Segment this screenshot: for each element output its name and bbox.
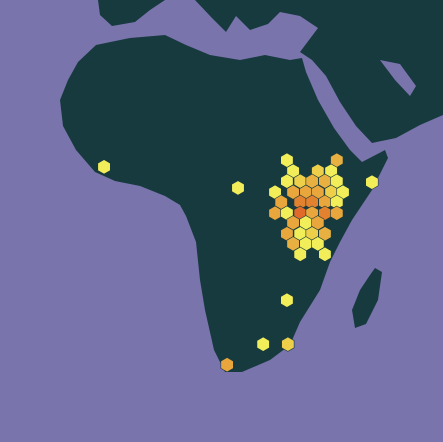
hexbin — [220, 357, 234, 373]
hexbin — [286, 236, 300, 252]
hexbin — [293, 246, 307, 262]
hexbin — [256, 336, 270, 352]
africa — [60, 35, 388, 372]
hexbin — [286, 184, 300, 200]
hexbin — [281, 336, 295, 352]
hexbin — [311, 236, 325, 252]
hexbin — [280, 292, 294, 308]
persian-gulf — [380, 60, 416, 96]
hexbin — [365, 174, 379, 190]
hexbin — [231, 180, 245, 196]
iberia — [98, 0, 165, 26]
hexbin — [330, 205, 344, 221]
land — [60, 0, 443, 372]
hexbin — [97, 159, 111, 175]
hexbin — [318, 246, 332, 262]
madagascar — [352, 268, 382, 328]
hexbin-layer — [97, 152, 379, 373]
europe-middle-east — [195, 0, 443, 143]
hexbin — [318, 226, 332, 242]
